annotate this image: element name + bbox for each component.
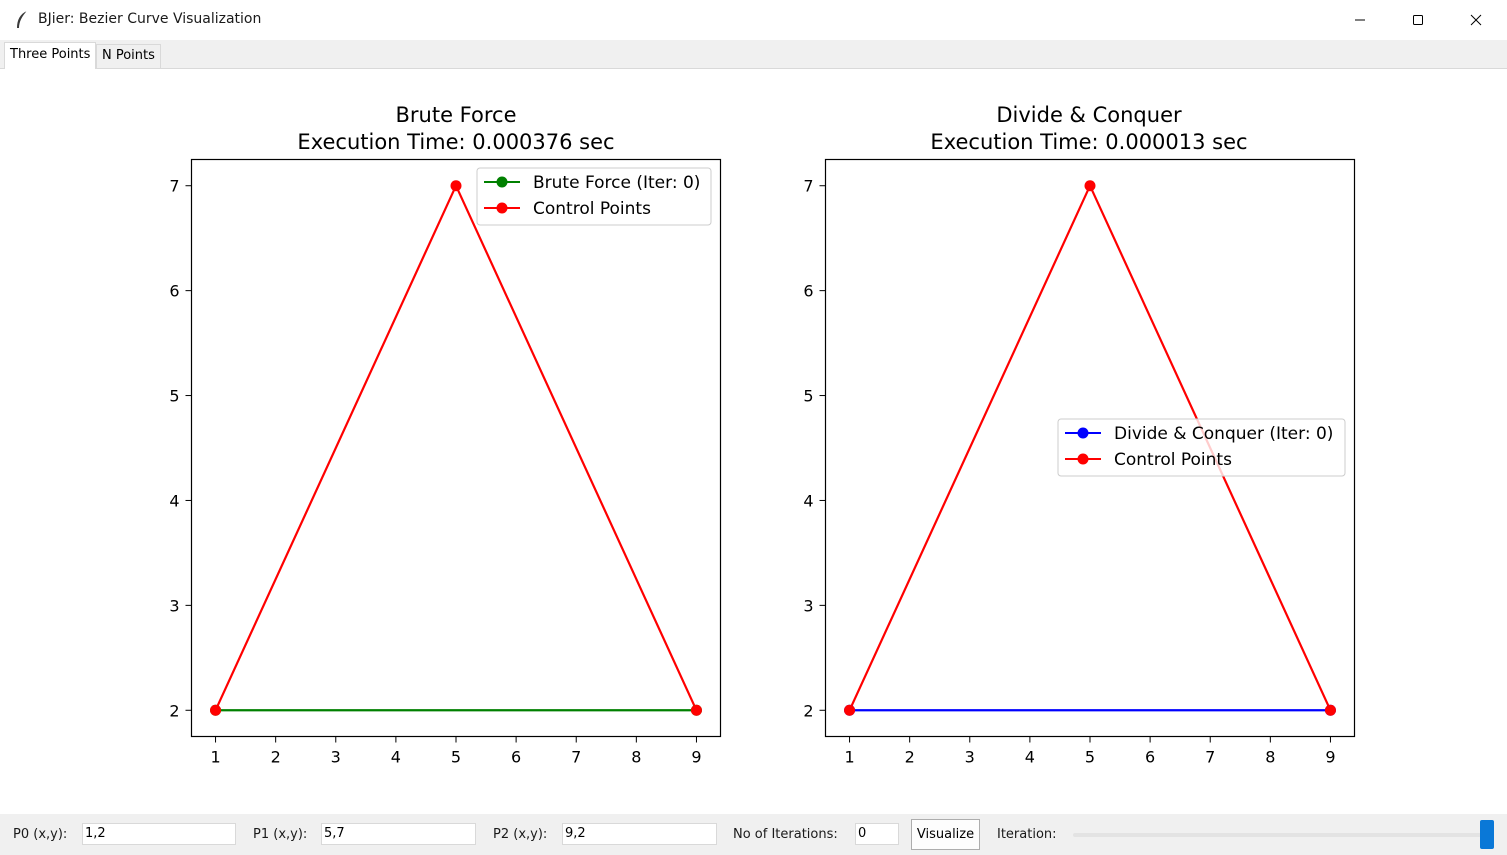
control-bar: P0 (x,y): 1,2 P1 (x,y): 5,7 P2 (x,y): 9,… — [0, 814, 1507, 855]
plot-canvas: Brute Force Execution Time: 0.000376 sec… — [0, 69, 1507, 814]
x-tick-label: 6 — [511, 748, 521, 767]
legend-marker-red — [1077, 453, 1089, 465]
x-tick-label: 7 — [1205, 748, 1215, 767]
y-tick-label: 3 — [803, 596, 813, 615]
x-tick-label: 9 — [1325, 748, 1335, 767]
legend: Divide & Conquer (Iter: 0) Control Point… — [1057, 418, 1346, 477]
iteration-label: Iteration: — [997, 827, 1057, 842]
legend-label-control-points: Control Points — [1114, 450, 1232, 470]
p0-input[interactable]: 1,2 — [82, 823, 236, 845]
maximize-icon — [1413, 15, 1423, 25]
axis-ticks: 1 2 3 4 5 6 7 8 9 2 3 4 5 6 7 — [169, 177, 701, 767]
axes-frame — [190, 158, 722, 738]
title-bar: BJier: Bezier Curve Visualization — [0, 0, 1507, 41]
tab-three-points[interactable]: Three Points — [4, 42, 97, 69]
x-tick-label: 1 — [210, 748, 220, 767]
y-tick-label: 3 — [169, 596, 179, 615]
plot-title-line1: Divide & Conquer — [996, 103, 1182, 127]
y-tick-label: 4 — [803, 491, 813, 510]
brute-force-plot: Brute Force Execution Time: 0.000376 sec… — [169, 103, 722, 767]
series-lines — [210, 180, 702, 716]
close-button[interactable] — [1447, 0, 1505, 40]
x-tick-label: 5 — [1085, 748, 1095, 767]
tab-bar: Three Points N Points — [0, 40, 1507, 69]
p1-label: P1 (x,y): — [253, 827, 308, 842]
legend-marker-blue — [1077, 427, 1089, 439]
y-tick-label: 2 — [169, 701, 179, 720]
x-tick-label: 4 — [1025, 748, 1035, 767]
axis-ticks: 1 2 3 4 5 6 7 8 9 2 3 4 5 6 7 — [803, 177, 1335, 767]
data-point-control-points — [844, 704, 856, 716]
x-tick-label: 2 — [905, 748, 915, 767]
visualize-button[interactable]: Visualize — [911, 819, 980, 850]
plot-title-line2: Execution Time: 0.000013 sec — [930, 130, 1247, 154]
x-tick-label: 8 — [1265, 748, 1275, 767]
legend-label-brute-force: Brute Force (Iter: 0) — [533, 173, 700, 193]
window-title: BJier: Bezier Curve Visualization — [38, 11, 262, 27]
plot-title-line2: Execution Time: 0.000376 sec — [297, 130, 614, 154]
x-tick-label: 1 — [844, 748, 854, 767]
data-point-control-points — [690, 704, 702, 716]
y-tick-label: 6 — [169, 282, 179, 301]
legend-label-control-points: Control Points — [533, 199, 651, 219]
iterations-input[interactable]: 0 — [855, 823, 899, 845]
divide-conquer-plot: Divide & Conquer Execution Time: 0.00001… — [803, 103, 1356, 767]
legend-label-divide-conquer: Divide & Conquer (Iter: 0) — [1114, 424, 1333, 444]
x-tick-label: 8 — [631, 748, 641, 767]
close-icon — [1470, 14, 1482, 26]
x-tick-label: 5 — [451, 748, 461, 767]
feather-icon — [17, 10, 28, 28]
p0-label: P0 (x,y): — [13, 827, 68, 842]
plot-title-line1: Brute Force — [396, 103, 517, 127]
p1-input[interactable]: 5,7 — [321, 823, 476, 845]
iteration-slider[interactable] — [1073, 833, 1483, 837]
legend-marker-red — [496, 202, 508, 214]
minimize-button[interactable] — [1331, 0, 1389, 40]
series-line-control-points — [214, 183, 698, 711]
iterations-label: No of Iterations: — [733, 827, 838, 842]
legend-marker-green — [496, 176, 508, 188]
maximize-button[interactable] — [1389, 0, 1447, 40]
figure: Brute Force Execution Time: 0.000376 sec… — [169, 103, 1356, 767]
iteration-slider-thumb[interactable] — [1480, 820, 1494, 849]
x-tick-label: 7 — [571, 748, 581, 767]
y-tick-label: 7 — [169, 177, 179, 196]
legend-box — [476, 167, 712, 226]
minimize-icon — [1355, 19, 1365, 21]
p2-label: P2 (x,y): — [493, 827, 548, 842]
series-lines — [844, 180, 1336, 716]
y-tick-label: 5 — [169, 387, 179, 406]
y-tick-label: 4 — [169, 491, 179, 510]
y-tick-label: 6 — [803, 282, 813, 301]
x-tick-label: 3 — [965, 748, 975, 767]
data-point-control-points — [210, 704, 222, 716]
legend-box — [1057, 418, 1346, 477]
data-point-control-points — [1324, 704, 1336, 716]
x-tick-label: 6 — [1145, 748, 1155, 767]
legend: Brute Force (Iter: 0) Control Points — [476, 167, 712, 226]
x-tick-label: 2 — [271, 748, 281, 767]
y-tick-label: 2 — [803, 701, 813, 720]
y-tick-label: 5 — [803, 387, 813, 406]
x-tick-label: 3 — [331, 748, 341, 767]
tab-n-points[interactable]: N Points — [96, 44, 161, 68]
x-tick-label: 4 — [391, 748, 401, 767]
p2-input[interactable]: 9,2 — [562, 823, 717, 845]
data-point-control-points — [450, 180, 462, 192]
x-tick-label: 9 — [691, 748, 701, 767]
y-tick-label: 7 — [803, 177, 813, 196]
data-point-control-points — [1084, 180, 1096, 192]
